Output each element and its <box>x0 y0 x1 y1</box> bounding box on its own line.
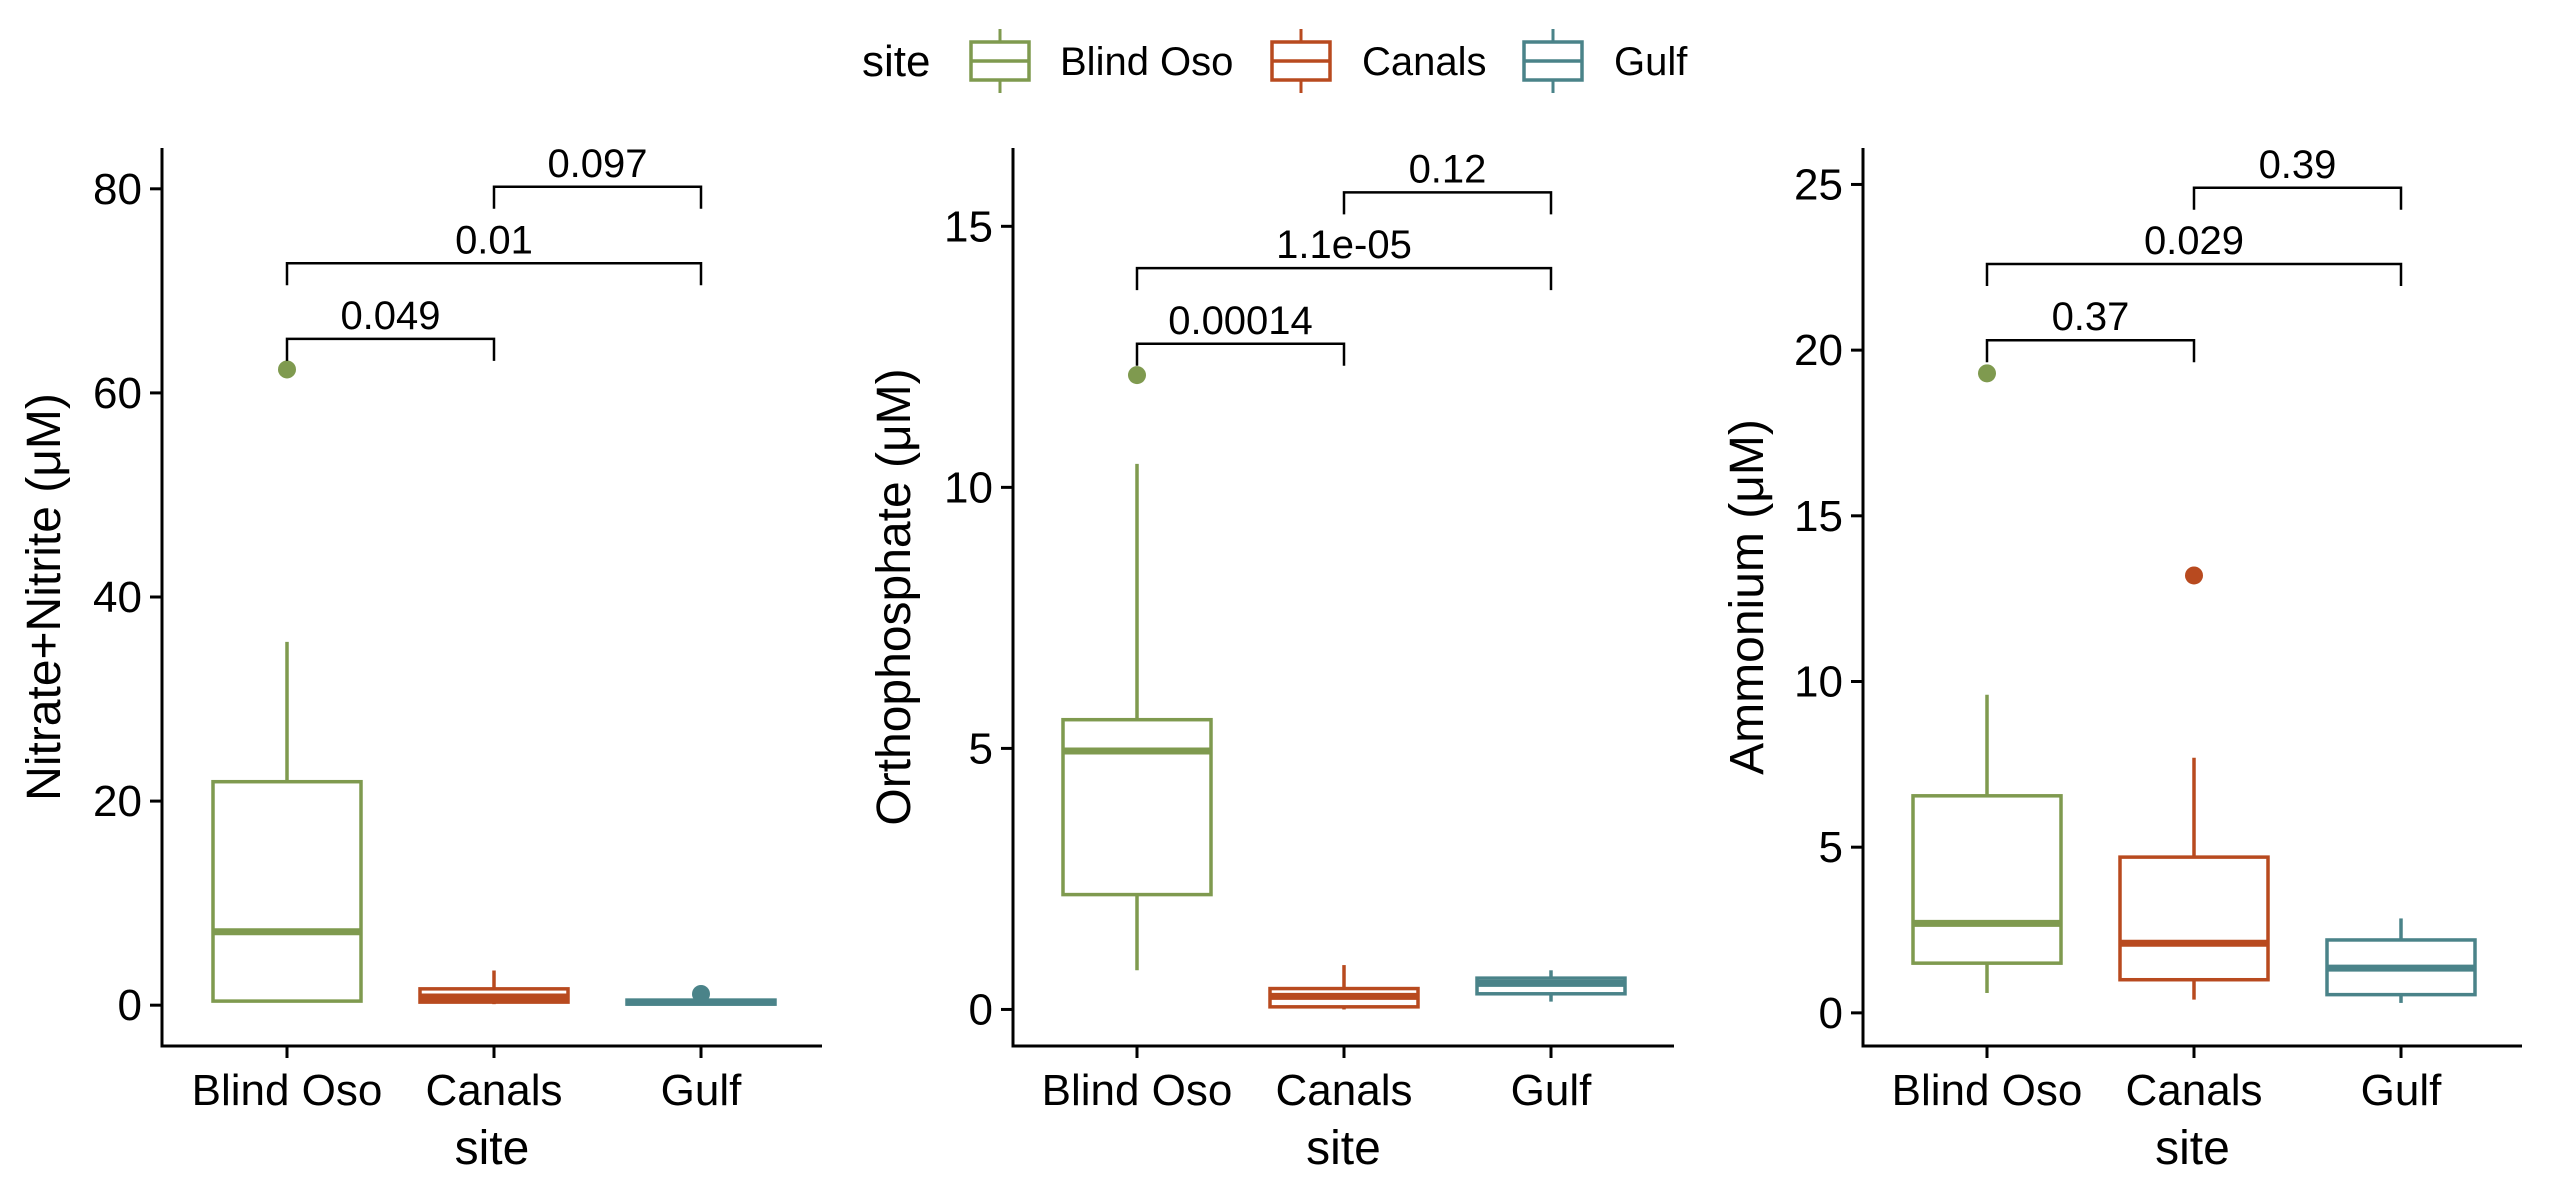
bracket-line <box>1985 262 2403 286</box>
box-0 <box>1911 364 2063 993</box>
y-axis-title: Orthophosphate (μM) <box>868 368 921 825</box>
p-value-label: 1.1e-05 <box>1276 223 1412 267</box>
legend-key-0 <box>969 29 1031 93</box>
p-value-label: 0.39 <box>2259 143 2337 187</box>
outlier-point <box>278 360 296 379</box>
bracket-line <box>2192 186 2403 210</box>
legend-label-1: Canals <box>1362 40 1487 84</box>
panel-1: 0 5 10 15 Blind Oso Canals Gulf site Orthophosph… <box>868 147 1674 1175</box>
p-value-label: 0.12 <box>1409 147 1487 191</box>
p-value-label: 0.097 <box>547 142 647 186</box>
box-2 <box>625 984 777 1006</box>
x-tick-label: Canals <box>426 1066 563 1115</box>
y-axis-title: Ammonium (μM) <box>1721 419 1774 775</box>
panel-2: 0 5 10 15 20 25 Blind Oso Canals Gulf site Ammoniu… <box>1721 143 2522 1175</box>
p-value-label: 0.049 <box>340 294 440 338</box>
legend: site Blind Oso Canals Gulf <box>862 29 1688 93</box>
outlier-point <box>1978 364 1996 383</box>
y-tick-label: 10 <box>1794 657 1843 706</box>
panel-0: 0 20 40 60 80 Blind Oso Canals Gulf site Nitrate+… <box>18 142 822 1175</box>
y-tick-label: 5 <box>1819 823 1843 872</box>
y-tick-label: 15 <box>944 202 993 251</box>
x-tick-label: Canals <box>2126 1066 2263 1115</box>
comparison-bracket-1: 0.01 <box>285 218 703 286</box>
legend-key-2 <box>1522 29 1584 93</box>
y-tick-label: 0 <box>969 985 993 1034</box>
y-tick-label: 20 <box>93 777 142 826</box>
comparison-bracket-1: 0.029 <box>1985 219 2403 286</box>
legend-label-0: Blind Oso <box>1060 40 1233 84</box>
x-tick-label: Blind Oso <box>192 1066 383 1115</box>
bracket-line <box>492 185 703 209</box>
y-tick-label: 20 <box>1794 326 1843 375</box>
comparison-bracket-0: 0.37 <box>1985 295 2196 363</box>
x-axis-title: site <box>1306 1122 1381 1175</box>
comparison-bracket-2: 0.39 <box>2192 143 2403 210</box>
y-tick-label: 0 <box>1819 989 1843 1038</box>
box-2 <box>1475 970 1627 1002</box>
box-iqr <box>1061 717 1213 897</box>
p-value-label: 0.00014 <box>1168 299 1313 343</box>
x-tick-label: Gulf <box>1511 1066 1592 1115</box>
bracket-line <box>285 337 496 361</box>
y-tick-label: 15 <box>1794 492 1843 541</box>
bracket-line <box>1135 266 1553 291</box>
y-axis-title: Nitrate+Nitrite (μM) <box>18 393 71 801</box>
x-tick-label: Gulf <box>2361 1066 2442 1115</box>
box-1 <box>1268 965 1420 1010</box>
bracket-line <box>1135 342 1346 366</box>
box-2 <box>2325 918 2477 1003</box>
comparison-bracket-0: 0.049 <box>285 294 496 361</box>
box-iqr <box>1911 794 2063 965</box>
y-tick-label: 5 <box>969 724 993 773</box>
chart-panels: 0 20 40 60 80 Blind Oso Canals Gulf site Nitrate+… <box>18 142 2522 1175</box>
p-value-label: 0.01 <box>455 218 533 262</box>
p-value-label: 0.029 <box>2144 219 2244 263</box>
box-0 <box>1061 366 1213 971</box>
x-tick-label: Gulf <box>661 1066 742 1115</box>
y-tick-label: 10 <box>944 463 993 512</box>
comparison-bracket-2: 0.097 <box>492 142 703 209</box>
comparison-bracket-1: 1.1e-05 <box>1135 223 1553 291</box>
bracket-line <box>1342 191 1553 215</box>
y-tick-label: 0 <box>118 981 142 1030</box>
outlier-point <box>692 984 710 1003</box>
legend-key-1 <box>1270 29 1332 93</box>
y-tick-label: 25 <box>1794 160 1843 209</box>
box-0 <box>211 360 363 1003</box>
legend-title: site <box>862 37 930 86</box>
y-tick-label: 40 <box>93 573 142 622</box>
y-tick-label: 60 <box>93 369 142 418</box>
legend-label-2: Gulf <box>1614 40 1688 84</box>
comparison-bracket-2: 0.12 <box>1342 147 1553 215</box>
x-axis-title: site <box>455 1122 530 1175</box>
bracket-line <box>1985 338 2196 363</box>
box-iqr <box>211 779 363 1003</box>
x-tick-label: Blind Oso <box>1042 1066 1233 1115</box>
outlier-point <box>2185 566 2203 585</box>
box-1 <box>2118 566 2270 1000</box>
x-tick-label: Canals <box>1276 1066 1413 1115</box>
y-tick-label: 80 <box>93 165 142 214</box>
box-iqr <box>2118 855 2270 982</box>
comparison-bracket-0: 0.00014 <box>1135 299 1346 366</box>
box-1 <box>418 970 570 1005</box>
bracket-line <box>285 262 703 286</box>
x-axis-title: site <box>2155 1122 2230 1175</box>
outlier-point <box>1128 366 1146 385</box>
x-tick-label: Blind Oso <box>1892 1066 2083 1115</box>
p-value-label: 0.37 <box>2052 295 2130 339</box>
